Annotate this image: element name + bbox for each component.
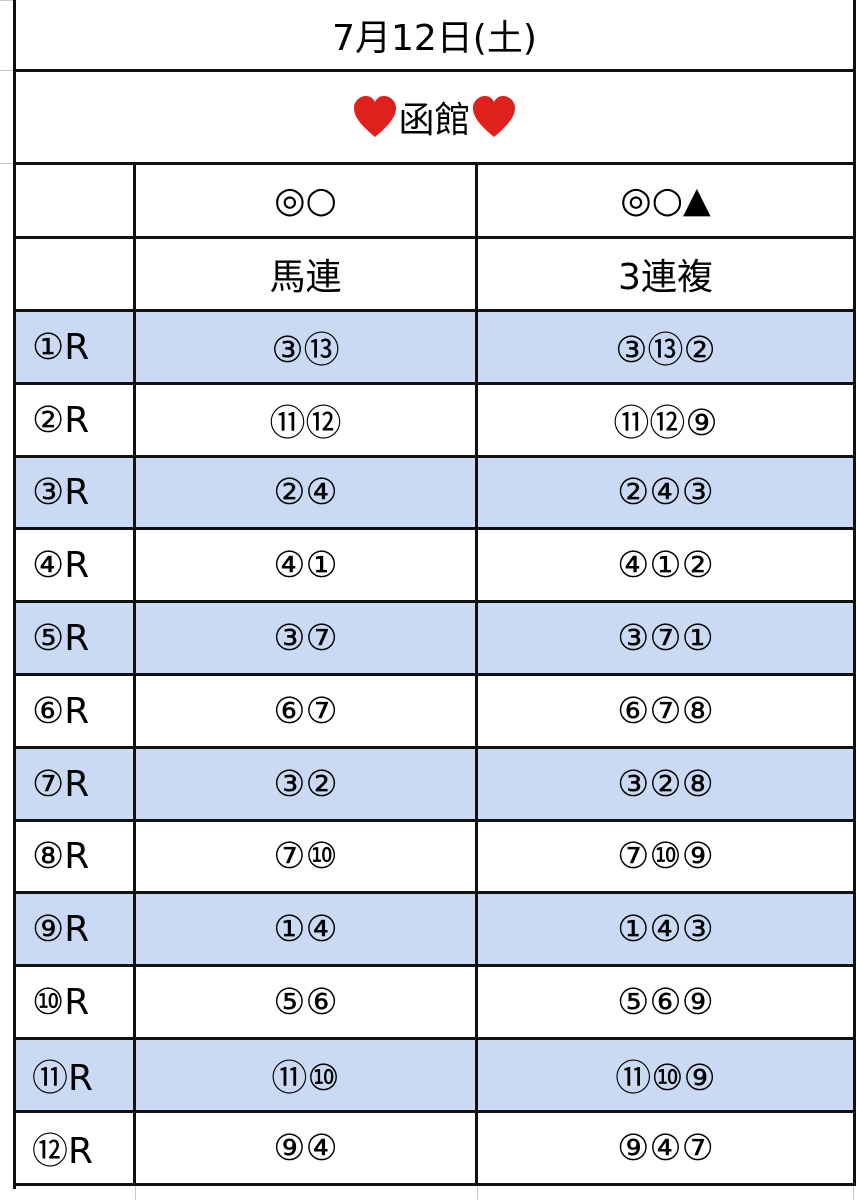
sanrenpuku-pick: ②④③ (478, 458, 856, 530)
race-label: ②R (16, 385, 136, 458)
sanrenpuku-pick-text: ③②⑧ (617, 763, 714, 805)
race-label-text: ④R (32, 544, 90, 586)
header-marks: ◎○ (136, 165, 478, 239)
gridline (135, 1186, 136, 1200)
venue-title: 函館 (16, 72, 856, 165)
race-label-text: ⑥R (32, 690, 90, 732)
date-title-text: 7月12日(土) (332, 17, 537, 59)
umaren-pick: ④① (136, 530, 478, 603)
header-empty (16, 165, 136, 239)
umaren-pick: ⑤⑥ (136, 967, 478, 1040)
sanrenpuku-pick-text: ③⑬② (615, 330, 716, 371)
header-empty (16, 239, 136, 312)
header-bet-text: 馬連 (269, 257, 342, 298)
race-label-text: ⑨R (32, 908, 90, 950)
umaren-pick: ⑥⑦ (136, 676, 478, 749)
date-title: 7月12日(土) (16, 0, 856, 72)
race-label-text: ①R (32, 326, 90, 368)
sanrenpuku-pick: ⑤⑥⑨ (478, 967, 856, 1040)
sanrenpuku-pick: ③⑬② (478, 312, 856, 385)
sanrenpuku-pick-text: ⑪⑫⑨ (613, 403, 718, 444)
umaren-pick-text: ⑤⑥ (273, 981, 338, 1023)
umaren-pick: ③② (136, 749, 478, 822)
umaren-pick-text: ⑪⑫ (269, 403, 342, 444)
race-label-text: ⑧R (32, 836, 90, 877)
umaren-pick-text: ③⑬ (271, 330, 340, 371)
sanrenpuku-pick: ④①② (478, 530, 856, 603)
sanrenpuku-pick-text: ⑪⑩⑨ (615, 1058, 716, 1099)
umaren-pick: ③⑬ (136, 312, 478, 385)
header-bet-text: 3連複 (618, 257, 713, 298)
sanrenpuku-pick: ①④③ (478, 894, 856, 967)
sanrenpuku-pick-text: ⑦⑩⑨ (617, 836, 714, 877)
race-label-text: ③R (32, 472, 90, 513)
sanrenpuku-pick-text: ④①② (617, 544, 714, 586)
race-label-text: ⑦R (32, 763, 90, 805)
umaren-pick-text: ③② (273, 763, 338, 805)
umaren-pick: ⑪⑫ (136, 385, 478, 458)
venue-title-text: 函館 (398, 100, 471, 141)
race-label: ⑦R (16, 749, 136, 822)
race-label-text: ⑪R (32, 1058, 94, 1099)
race-label: ①R (16, 312, 136, 385)
header-bet: 馬連 (136, 239, 478, 312)
race-label: ⑪R (16, 1040, 136, 1113)
umaren-pick-text: ①④ (273, 908, 338, 950)
umaren-pick-text: ⑪⑩ (271, 1058, 340, 1099)
umaren-pick: ①④ (136, 894, 478, 967)
race-label: ⑤R (16, 603, 136, 676)
umaren-pick: ⑪⑩ (136, 1040, 478, 1113)
sanrenpuku-pick: ⑦⑩⑨ (478, 822, 856, 894)
sanrenpuku-pick-text: ⑥⑦⑧ (617, 690, 714, 732)
sanrenpuku-pick-text: ⑨④⑦ (617, 1127, 714, 1169)
race-label: ③R (16, 458, 136, 530)
race-label: ④R (16, 530, 136, 603)
header-marks: ◎○▲ (478, 165, 856, 239)
sanrenpuku-pick-text: ①④③ (617, 908, 714, 950)
umaren-pick-text: ⑦⑩ (273, 836, 338, 877)
umaren-pick-text: ⑨④ (273, 1127, 338, 1169)
sanrenpuku-pick: ⑨④⑦ (478, 1113, 856, 1186)
race-label-text: ⑩R (32, 981, 90, 1023)
header-bet: 3連複 (478, 239, 856, 312)
umaren-pick: ⑨④ (136, 1113, 478, 1186)
race-label-text: ⑫R (32, 1131, 94, 1172)
umaren-pick-text: ②④ (273, 472, 338, 513)
gridline (0, 0, 15, 1)
sanrenpuku-pick: ⑥⑦⑧ (478, 676, 856, 749)
race-label-text: ②R (32, 399, 90, 441)
header-marks-text: ◎○▲ (620, 180, 711, 221)
race-label: ⑩R (16, 967, 136, 1040)
race-label: ⑨R (16, 894, 136, 967)
sanrenpuku-pick: ⑪⑩⑨ (478, 1040, 856, 1113)
sanrenpuku-pick-text: ⑤⑥⑨ (617, 981, 714, 1023)
umaren-pick: ②④ (136, 458, 478, 530)
umaren-pick-text: ⑥⑦ (273, 690, 338, 732)
gridline (477, 1186, 478, 1200)
gridline (0, 163, 15, 164)
gridline (0, 70, 15, 71)
race-label-text: ⑤R (32, 617, 90, 659)
race-label: ⑫R (16, 1113, 136, 1186)
gridline (853, 1186, 854, 1200)
sanrenpuku-pick: ③⑦① (478, 603, 856, 676)
sanrenpuku-pick: ③②⑧ (478, 749, 856, 822)
table-border (13, 0, 16, 1189)
header-marks-text: ◎○ (274, 180, 337, 221)
umaren-pick-text: ③⑦ (273, 617, 338, 659)
heart-icon (354, 96, 397, 137)
sanrenpuku-pick-text: ③⑦① (617, 617, 714, 659)
sanrenpuku-pick: ⑪⑫⑨ (478, 385, 856, 458)
race-label: ⑥R (16, 676, 136, 749)
umaren-pick: ③⑦ (136, 603, 478, 676)
umaren-pick: ⑦⑩ (136, 822, 478, 894)
umaren-pick-text: ④① (273, 544, 338, 586)
sanrenpuku-pick-text: ②④③ (617, 472, 714, 513)
heart-icon (472, 96, 515, 137)
race-label: ⑧R (16, 822, 136, 894)
